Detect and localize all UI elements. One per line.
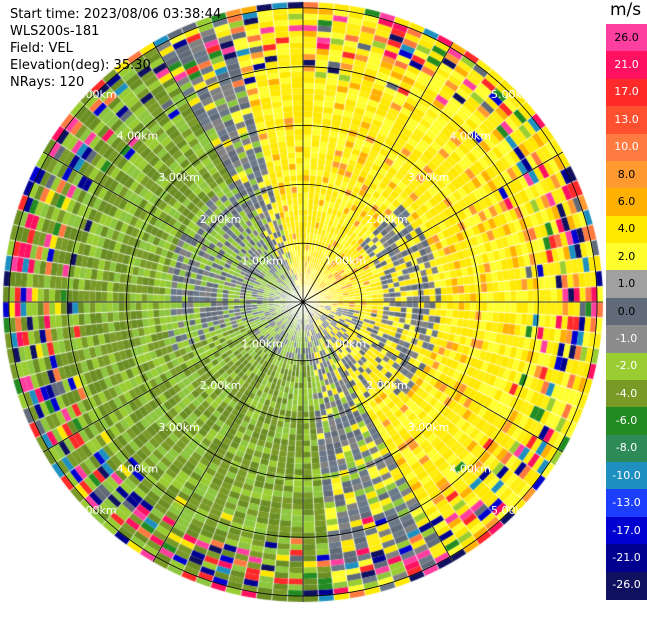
colorbar-swatch xyxy=(606,434,647,464)
azimuth-spoke xyxy=(302,301,564,453)
colorbar-swatch xyxy=(606,215,647,245)
colorbar-swatch xyxy=(606,571,647,600)
azimuth-spoke xyxy=(302,151,564,303)
azimuth-spoke xyxy=(42,301,304,453)
colorbar-tick-label: 26.0 xyxy=(614,30,639,44)
colorbar-swatch xyxy=(606,325,647,354)
colorbar-tick-label: -4.0 xyxy=(615,386,638,400)
range-ring-label: 1.00km xyxy=(241,338,283,351)
range-ring-label: 2.00km xyxy=(200,213,242,226)
colorbar-tick-label: 2.0 xyxy=(617,249,636,263)
colorbar-swatch xyxy=(606,24,647,53)
colorbar-swatch xyxy=(606,243,647,272)
colorbar: 26.0 21.0 17.0 13.0 10.0 8.0 6.0 4.0 2.0 1.0 0.0 -1… xyxy=(606,24,647,619)
colorbar-tick-label: 8.0 xyxy=(617,167,636,181)
colorbar-swatch xyxy=(606,462,647,491)
colorbar-tick-label: 0.0 xyxy=(617,304,636,318)
colorbar-swatch xyxy=(606,379,647,409)
colorbar-swatch xyxy=(606,352,647,381)
range-ring-label: 1.00km xyxy=(241,254,283,267)
colorbar-swatch xyxy=(606,78,647,108)
range-ring-label: 2.00km xyxy=(200,379,242,392)
range-ring-label: 4.00km xyxy=(449,462,491,475)
range-ring-label: 2.00km xyxy=(366,379,408,392)
colorbar-swatch xyxy=(606,544,647,573)
colorbar-tick-label: -1.0 xyxy=(615,331,638,345)
colorbar-tick-label: 13.0 xyxy=(614,112,639,126)
range-ring-label: 5.00km xyxy=(75,504,117,517)
instrument-name: WLS200s-181 xyxy=(10,24,100,39)
start-time: Start time: 2023/08/06 03:38:44 xyxy=(10,7,222,22)
colorbar-swatch xyxy=(606,516,647,546)
range-ring-label: 5.00km xyxy=(491,504,533,517)
azimuth-spoke xyxy=(152,301,304,563)
plot-info: Start time: 2023/08/06 03:38:44 WLS200s-… xyxy=(10,6,221,91)
range-ring-label: 3.00km xyxy=(408,421,450,434)
colorbar-tick-label: -17.0 xyxy=(612,523,641,537)
range-ring-label: 4.00km xyxy=(117,462,159,475)
colorbar-tick-label: -6.0 xyxy=(615,414,638,428)
colorbar-swatch xyxy=(606,51,647,80)
range-ring-label: 4.00km xyxy=(449,130,491,143)
range-ring-label: 3.00km xyxy=(408,171,450,184)
colorbar-swatch xyxy=(606,106,647,135)
azimuth-spoke xyxy=(152,41,304,303)
colorbar-tick-label: 10.0 xyxy=(614,140,639,154)
colorbar-tick-label: -21.0 xyxy=(612,550,641,564)
range-ring-label: 2.00km xyxy=(366,213,408,226)
colorbar-tick-label: 6.0 xyxy=(617,194,636,208)
colorbar-tick-label: 1.0 xyxy=(617,277,636,291)
range-ring-label: 1.00km xyxy=(325,254,367,267)
colorbar-swatch xyxy=(606,407,647,436)
colorbar-tick-label: -2.0 xyxy=(615,359,638,373)
colorbar-tick-label: -26.0 xyxy=(612,578,641,592)
elevation: Elevation(deg): 35.30 xyxy=(10,58,151,73)
colorbar-swatch xyxy=(606,297,647,327)
colorbar-swatch xyxy=(606,270,647,299)
colorbar-tick-label: -13.0 xyxy=(612,496,641,510)
colorbar-tick-label: 4.0 xyxy=(617,222,636,236)
range-ring-label: 3.00km xyxy=(158,421,200,434)
colorbar-unit: m/s xyxy=(610,0,642,20)
colorbar-tick-label: -10.0 xyxy=(612,468,641,482)
colorbar-tick-label: 21.0 xyxy=(614,58,639,72)
nrays: NRays: 120 xyxy=(10,75,85,90)
colorbar-swatch xyxy=(606,133,647,162)
colorbar-swatch xyxy=(606,160,647,190)
colorbar-tick-label: -8.0 xyxy=(615,441,638,455)
colorbar-tick-label: -30.0 xyxy=(612,605,641,619)
azimuth-spoke xyxy=(42,151,304,303)
colorbar-swatch xyxy=(606,188,647,217)
range-ring-label: 3.00km xyxy=(158,171,200,184)
azimuth-spoke xyxy=(302,41,454,303)
field-name: Field: VEL xyxy=(10,41,73,56)
range-ring-label: 5.00km xyxy=(75,88,117,101)
colorbar-tick-label: 17.0 xyxy=(614,85,639,99)
range-ring-label: 4.00km xyxy=(117,130,159,143)
range-ring-label: 5.00km xyxy=(491,88,533,101)
azimuth-spoke xyxy=(302,301,454,563)
range-ring-label: 1.00km xyxy=(325,338,367,351)
colorbar-swatch xyxy=(606,489,647,518)
